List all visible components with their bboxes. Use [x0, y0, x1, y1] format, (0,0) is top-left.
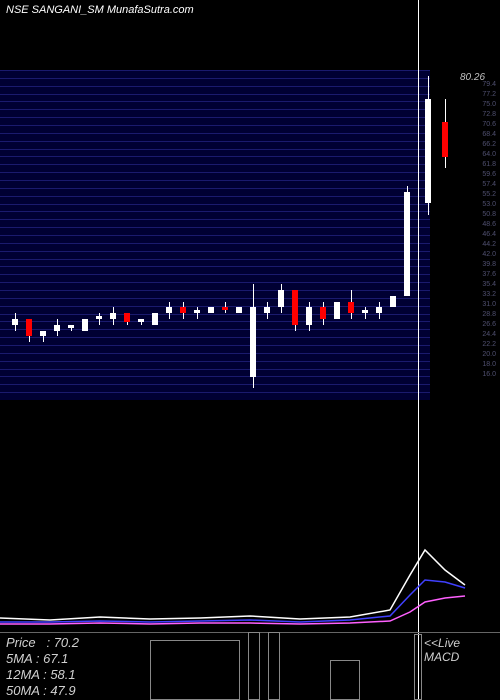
candle	[334, 70, 340, 400]
info-panel: Price : 70.2 5MA : 67.1 12MA : 58.1 50MA…	[0, 632, 500, 700]
price-chart	[0, 70, 430, 400]
volume-bar	[414, 634, 422, 700]
price-label: Price	[6, 635, 36, 650]
ma5-value: 67.1	[43, 651, 68, 666]
macd-indicator	[0, 540, 500, 640]
price-value: 70.2	[54, 635, 79, 650]
candle	[425, 70, 431, 400]
candle	[208, 70, 214, 400]
ma12-label: 12MA	[6, 667, 39, 682]
candle	[40, 70, 46, 400]
candle	[124, 70, 130, 400]
ma50-label: 50MA	[6, 683, 39, 698]
ma5-label: 5MA	[6, 651, 32, 666]
chart-title: NSE SANGANI_SM MunafaSutra.com	[6, 4, 194, 16]
candle	[12, 70, 18, 400]
candle	[166, 70, 172, 400]
volume-bar	[248, 632, 260, 700]
candle	[194, 70, 200, 400]
candle	[292, 70, 298, 400]
candle	[138, 70, 144, 400]
candle	[68, 70, 74, 400]
candle	[348, 70, 354, 400]
ma12-row: 12MA : 58.1	[6, 667, 76, 682]
volume-bar	[150, 640, 240, 700]
candle	[264, 70, 270, 400]
price-row: Price : 70.2	[6, 635, 79, 650]
ma50-value: 47.9	[50, 683, 75, 698]
candle	[390, 70, 396, 400]
candle	[278, 70, 284, 400]
candle	[222, 70, 228, 400]
y-axis-labels: 79.477.275.072.870.668.466.264.061.859.6…	[482, 80, 496, 380]
candle	[236, 70, 242, 400]
candle	[54, 70, 60, 400]
candle	[96, 70, 102, 400]
ma50-row: 50MA : 47.9	[6, 683, 76, 698]
candle	[82, 70, 88, 400]
volume-bar	[330, 660, 360, 700]
candle	[26, 70, 32, 400]
candle	[306, 70, 312, 400]
candle	[110, 70, 116, 400]
candle	[180, 70, 186, 400]
volume-bar	[268, 632, 280, 700]
candle	[404, 70, 410, 400]
candle	[320, 70, 326, 400]
candle	[442, 70, 448, 400]
candle	[250, 70, 256, 400]
candle	[152, 70, 158, 400]
ma12-value: 58.1	[50, 667, 75, 682]
candle	[376, 70, 382, 400]
current-price-label: 80.26	[460, 72, 485, 83]
candle	[362, 70, 368, 400]
ma5-row: 5MA : 67.1	[6, 651, 68, 666]
